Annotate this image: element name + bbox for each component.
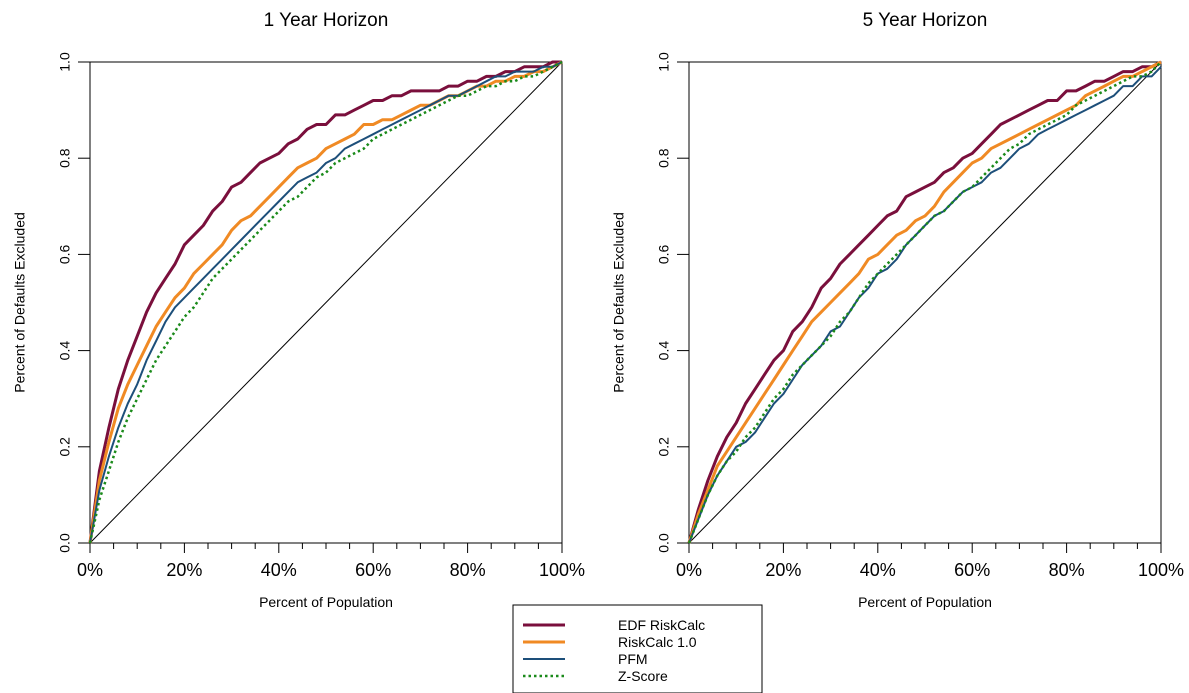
legend-box [512,604,763,693]
x-tick-label: 60% [954,560,990,580]
series-line-riskcalc-1-0 [687,60,1162,544]
series-line-edf-riskcalc [88,60,562,544]
x-tick-label: 0% [77,560,103,580]
x-axis-label: Percent of Population [858,594,992,610]
y-axis-label: Percent of Defaults Excluded [611,212,627,393]
random-model-diagonal [89,61,563,544]
chart-title: 5 Year Horizon [863,10,988,31]
legend-label: PFM [618,651,648,667]
y-tick-label: 0.6 [656,244,672,264]
y-tick-label: 0.0 [57,533,73,553]
series-line-riskcalc-1-0 [88,60,563,544]
x-tick-label: 60% [355,560,391,580]
chart-panel-2: 5 Year Horizon 0% 20% 40% 60% 80% 100% 0.0 0.2 0.… [611,10,1184,610]
series-line-pfm [688,66,1162,544]
y-tick-label: 0.2 [57,437,73,457]
y-tick-label: 1.0 [656,52,672,72]
y-tick-label: 0.8 [57,148,73,168]
chart-panel-1: 1 Year Horizon 0% 20% 40% 60% 80% 100% 0.0 0.2 0.… [12,10,585,610]
y-tick-label: 0.6 [57,244,73,264]
chart-title: 1 Year Horizon [264,10,389,31]
legend-label: Z-Score [618,668,668,684]
x-tick-label: 40% [860,560,896,580]
legend-label: RiskCalc 1.0 [618,634,697,650]
x-tick-label: 20% [166,560,202,580]
y-tick-label: 0.4 [656,341,672,361]
y-tick-label: 0.4 [57,341,73,361]
y-tick-label: 1.0 [57,52,73,72]
random-model-diagonal [688,61,1162,544]
x-tick-label: 80% [450,560,486,580]
y-tick-label: 0.2 [656,437,672,457]
y-axis-label: Percent of Defaults Excluded [12,212,28,393]
x-tick-label: 100% [1138,560,1184,580]
y-tick-label: 0.0 [656,533,672,553]
series-line-pfm [89,61,563,544]
y-tick-label: 0.8 [656,148,672,168]
x-tick-label: 100% [539,560,585,580]
series-line-edf-riskcalc [687,60,1162,544]
x-tick-label: 40% [261,560,297,580]
x-tick-label: 0% [676,560,702,580]
x-tick-label: 20% [765,560,801,580]
legend-label: EDF RiskCalc [618,617,705,633]
x-tick-label: 80% [1049,560,1085,580]
x-axis-label: Percent of Population [259,594,393,610]
